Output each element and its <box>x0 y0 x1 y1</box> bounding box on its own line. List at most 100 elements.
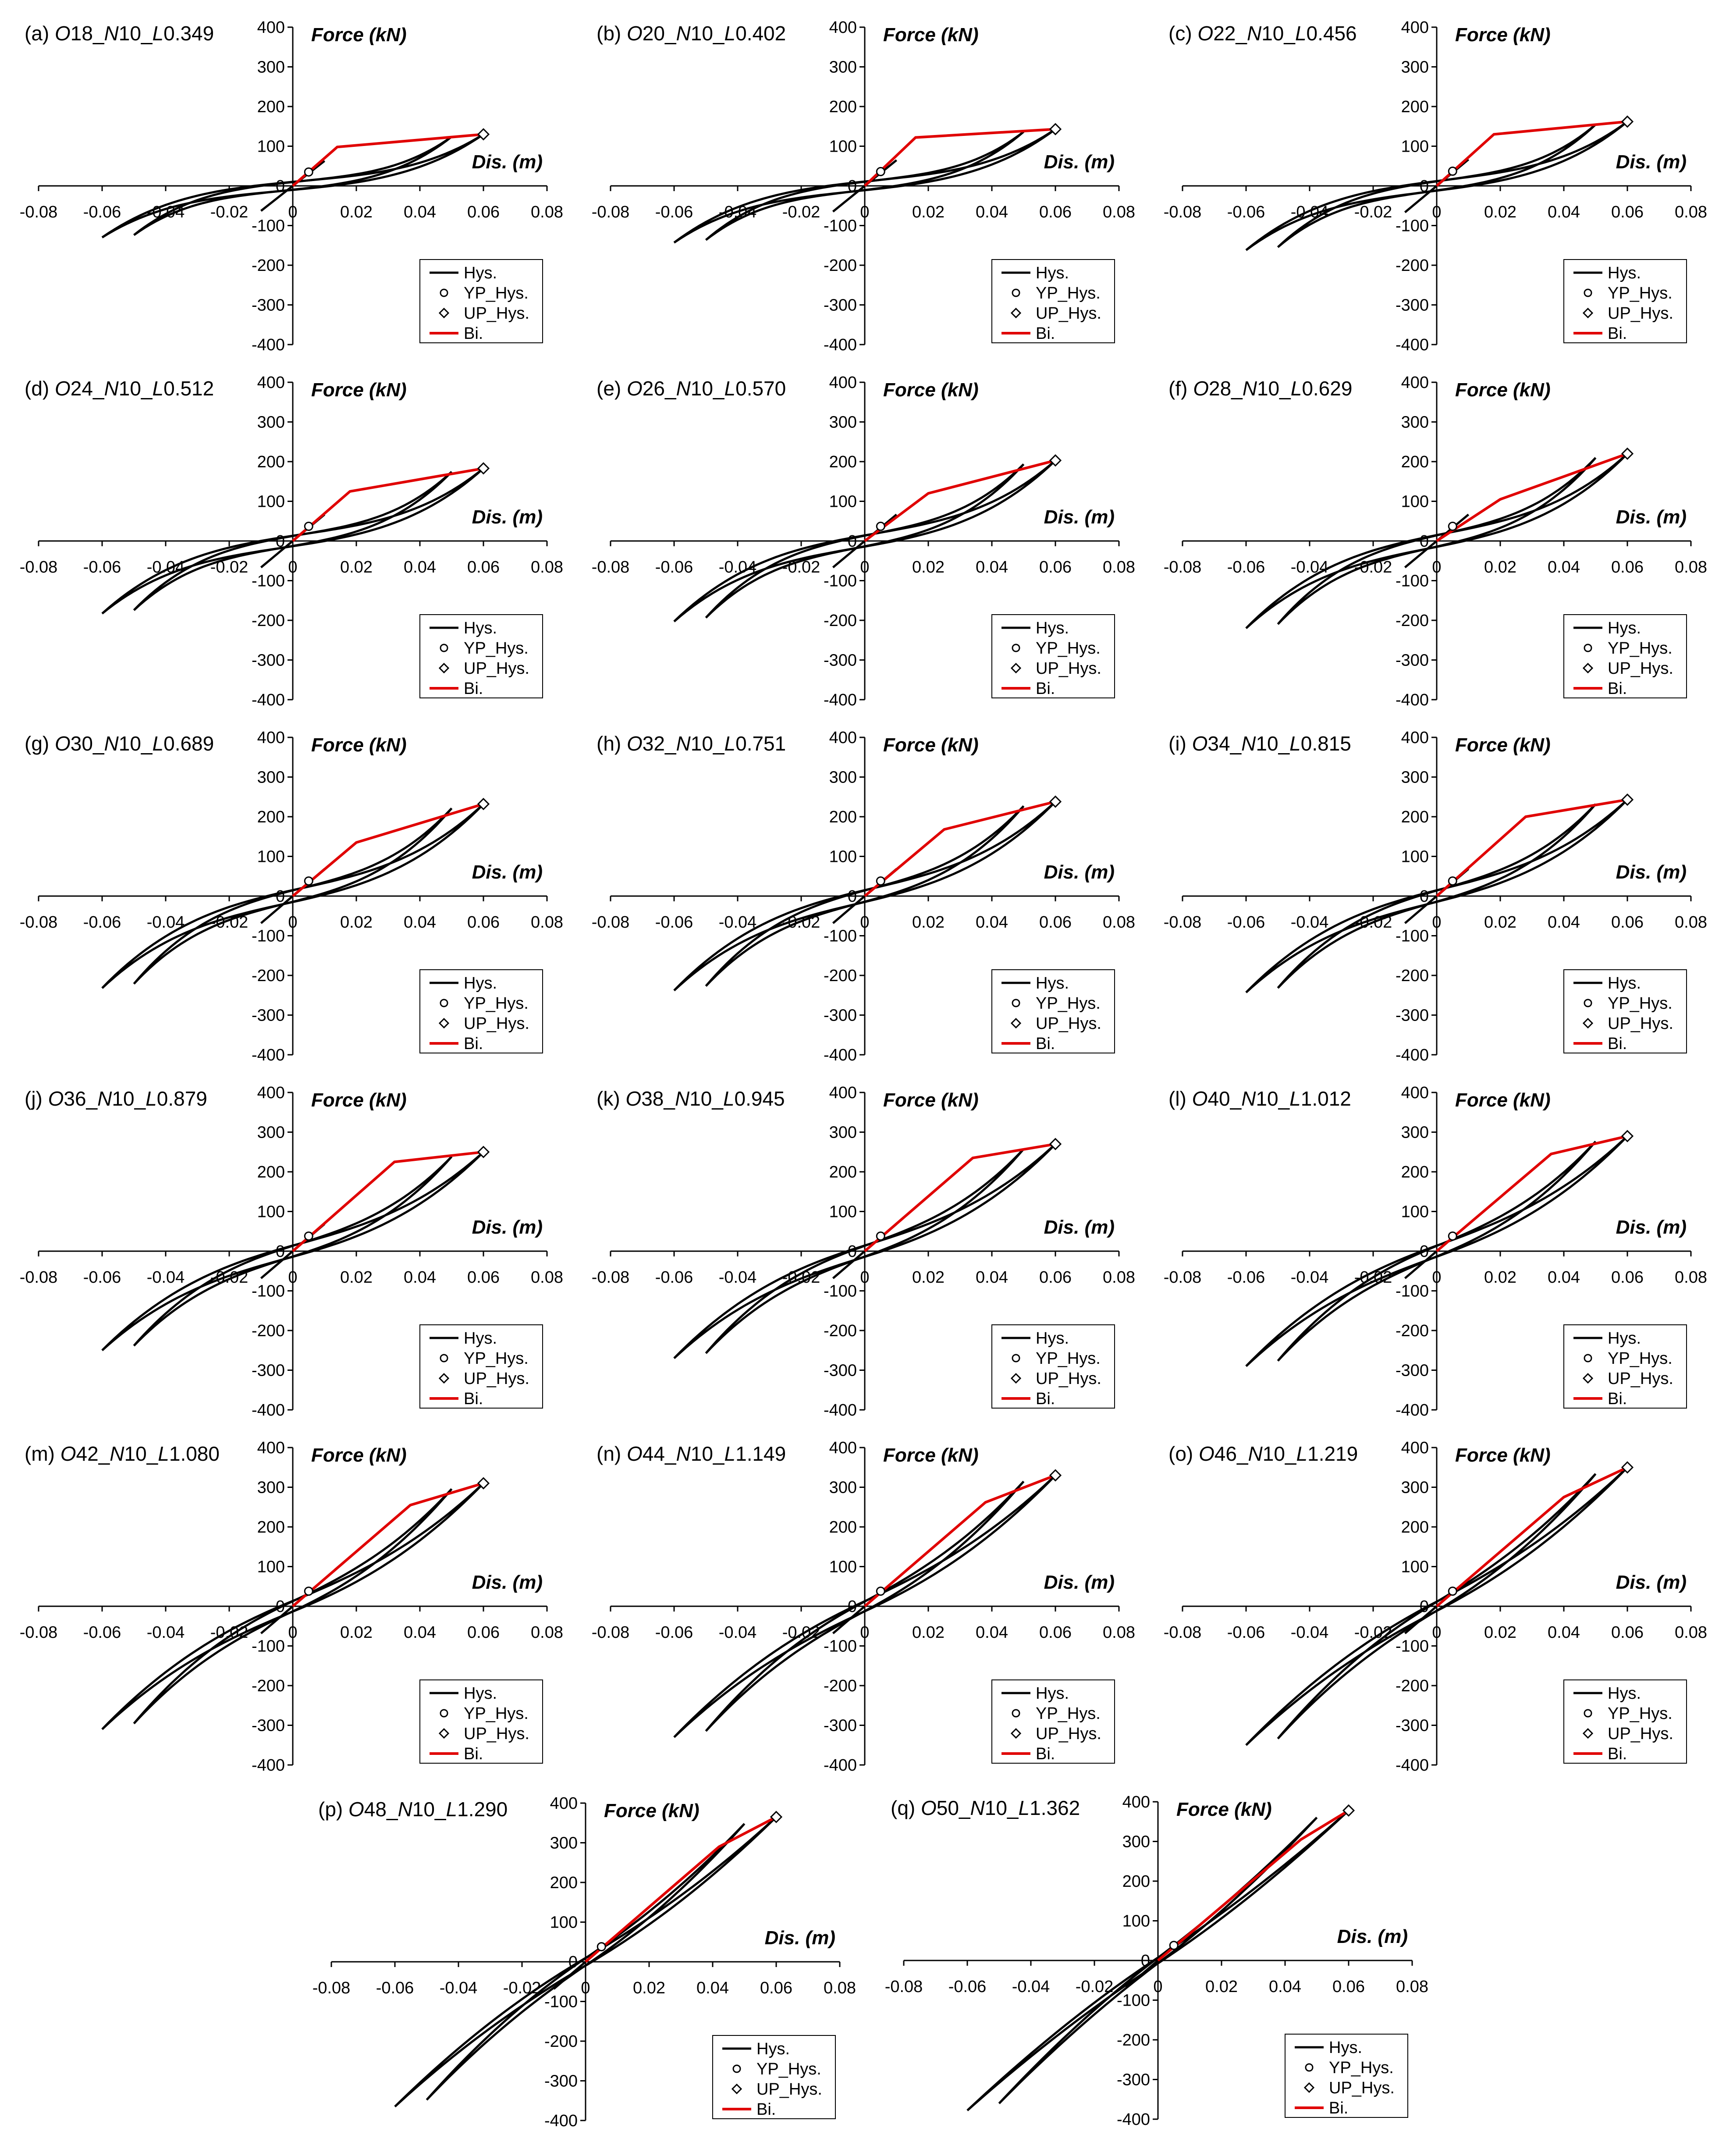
x-axis-title: Dis. (m) <box>1044 151 1115 173</box>
y-tick-label: -200 <box>824 256 857 275</box>
chart-panel: -0.08 -0.06 -0.04 -0.02 0 0.02 0.04 0.06 0.08400… <box>885 1793 1428 2129</box>
y-tick-label: -300 <box>824 1007 857 1025</box>
x-tick-label: 0.06 <box>467 558 500 576</box>
x-tick-label: 0.02 <box>1484 203 1516 221</box>
y-axis-title: Force (kN) <box>311 734 407 756</box>
x-tick-label: -0.06 <box>1227 1268 1265 1287</box>
legend-up-swatch <box>1303 2082 1315 2093</box>
y-tick-label: -200 <box>544 2032 578 2051</box>
chart-panel: -0.08 -0.06 -0.04 -0.02 0 0.02 0.04 0.06 0.08400… <box>313 1794 856 2130</box>
bilinear-curve <box>864 800 1056 897</box>
ultimate-point-marker <box>1342 1804 1355 1817</box>
x-tick-label: 0.02 <box>1484 1268 1516 1287</box>
y-axis-title: Force (kN) <box>311 379 407 401</box>
y-tick-label: 300 <box>1401 58 1429 77</box>
legend-label: Bi. <box>1329 2099 1348 2117</box>
y-tick-label: -300 <box>824 1717 857 1735</box>
y-axis-title: Force (kN) <box>1455 1089 1551 1111</box>
panel-title: (n) O44_N10_L1.149 <box>597 1442 786 1465</box>
y-tick-label: -200 <box>1396 612 1429 630</box>
x-tick-label: 0.06 <box>1611 1268 1644 1287</box>
legend-yp-swatch <box>1584 1354 1592 1363</box>
legend-up-swatch <box>438 1373 450 1384</box>
y-axis-title: Force (kN) <box>311 1089 407 1111</box>
x-tick-label: -0.02 <box>1354 203 1392 221</box>
y-tick-label: -300 <box>1396 1007 1429 1025</box>
legend-label: UP_Hys. <box>1036 1725 1101 1743</box>
y-tick-label: -200 <box>824 1677 857 1695</box>
legend-label: YP_Hys. <box>464 994 529 1013</box>
y-tick-label: 300 <box>829 413 857 432</box>
y-tick-label: -400 <box>824 1401 857 1420</box>
legend-label: Bi. <box>1036 680 1055 698</box>
y-tick-label: 400 <box>1401 729 1429 747</box>
x-tick-label: 0 <box>1432 203 1441 221</box>
x-tick-label: -0.08 <box>592 558 630 576</box>
x-tick-label: 0 <box>288 913 297 932</box>
y-tick-label: 300 <box>257 413 285 432</box>
x-tick-label: 0 <box>860 913 869 932</box>
y-tick-label: -200 <box>824 967 857 985</box>
legend-box <box>419 969 543 1053</box>
x-axis-title: Dis. (m) <box>1044 861 1115 883</box>
x-tick-label: 0.04 <box>404 203 436 221</box>
y-tick-label: 200 <box>829 1163 857 1181</box>
y-axis-title: Force (kN) <box>311 24 407 46</box>
y-tick-label: -300 <box>252 1717 285 1735</box>
legend-label: Bi. <box>756 2100 776 2119</box>
legend-label: Hys. <box>1608 1684 1641 1703</box>
y-tick-label: -100 <box>252 1637 285 1656</box>
legend-label: UP_Hys. <box>464 659 529 678</box>
chart-panel: -0.08 -0.06 -0.04 -0.02 0 0.02 0.04 0.06 0.08400… <box>592 1439 1135 1775</box>
legend-up-swatch <box>1010 662 1022 674</box>
y-tick-label: 100 <box>829 848 857 866</box>
y-tick-label: 300 <box>550 1834 578 1853</box>
hysteresis-loop <box>133 471 453 611</box>
legend-yp-swatch <box>1584 999 1592 1007</box>
legend-label: YP_Hys. <box>1608 994 1673 1013</box>
y-tick-label: 200 <box>257 1163 285 1181</box>
y-tick-label: 0 <box>848 1242 857 1261</box>
legend-label: Bi. <box>1608 1390 1627 1408</box>
bilinear-curve <box>1436 1135 1628 1252</box>
bilinear-curve <box>585 1816 777 1963</box>
y-axis-title: Force (kN) <box>604 1800 700 1822</box>
x-tick-label: -0.06 <box>948 1978 987 1996</box>
y-tick-label: 200 <box>257 98 285 116</box>
y-tick-label: -400 <box>1396 336 1429 354</box>
x-tick-label: 0.08 <box>531 203 563 221</box>
legend-up-swatch <box>1582 307 1594 319</box>
x-axis-title: Dis. (m) <box>1616 151 1687 173</box>
panel-title: (i) O34_N10_L0.815 <box>1168 732 1351 755</box>
legend-label: UP_Hys. <box>464 1725 529 1743</box>
y-tick-label: -100 <box>544 1993 578 2011</box>
y-tick-label: -300 <box>1396 1717 1429 1735</box>
y-tick-label: -300 <box>1117 2071 1150 2089</box>
x-tick-label: -0.08 <box>1164 1623 1202 1642</box>
y-tick-label: 100 <box>829 138 857 156</box>
y-tick-label: -400 <box>252 1401 285 1420</box>
y-tick-label: 300 <box>829 58 857 77</box>
y-axis-title: Force (kN) <box>1455 379 1551 401</box>
yield-point-marker <box>1169 1941 1179 1950</box>
panel-title: (g) O30_N10_L0.689 <box>25 732 214 755</box>
x-tick-label: -0.04 <box>1291 1268 1329 1287</box>
x-axis-title: Dis. (m) <box>1616 861 1687 883</box>
legend-up-swatch <box>1582 1728 1594 1739</box>
legend: Hys.YP_Hys.UP_Hys.Bi. <box>991 614 1115 698</box>
x-tick-label: -0.06 <box>83 558 121 576</box>
x-tick-label: 0.08 <box>531 1623 563 1642</box>
x-tick-label: 0.04 <box>1548 913 1580 932</box>
legend-label: Hys. <box>464 619 497 637</box>
ultimate-point-marker <box>1049 1138 1062 1150</box>
x-tick-label: 0.08 <box>1396 1978 1428 1996</box>
legend: Hys.YP_Hys.UP_Hys.Bi. <box>991 1324 1115 1409</box>
y-tick-label: -300 <box>824 1362 857 1380</box>
hysteresis-loop <box>1277 1473 1597 1740</box>
hysteresis-loop <box>705 805 1025 987</box>
x-tick-label: 0 <box>288 558 297 576</box>
legend-label: Hys. <box>1608 974 1641 993</box>
y-axis-title: Force (kN) <box>883 379 979 401</box>
x-tick-label: -0.04 <box>719 1268 757 1287</box>
y-axis-title: Force (kN) <box>311 1444 407 1466</box>
